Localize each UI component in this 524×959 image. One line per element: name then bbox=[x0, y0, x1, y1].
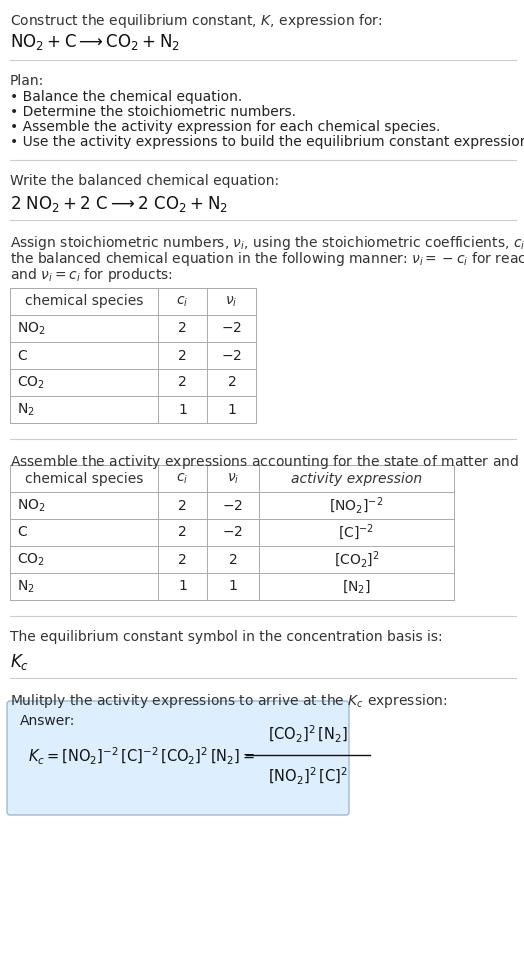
Text: Assemble the activity expressions accounting for the state of matter and $\nu_i$: Assemble the activity expressions accoun… bbox=[10, 453, 524, 471]
Text: $[\mathrm{NO_2}]^{-2}$: $[\mathrm{NO_2}]^{-2}$ bbox=[329, 495, 384, 516]
Text: 2: 2 bbox=[178, 321, 187, 336]
Text: $[\mathrm{CO_2}]^2\,[\mathrm{N_2}]$: $[\mathrm{CO_2}]^2\,[\mathrm{N_2}]$ bbox=[268, 724, 348, 745]
Text: Write the balanced chemical equation:: Write the balanced chemical equation: bbox=[10, 174, 279, 188]
Text: $[\mathrm{CO_2}]^{2}$: $[\mathrm{CO_2}]^{2}$ bbox=[334, 550, 379, 570]
Text: 1: 1 bbox=[178, 579, 187, 594]
Text: $\mathrm{2\ NO_2 + 2\ C \longrightarrow 2\ CO_2 + N_2}$: $\mathrm{2\ NO_2 + 2\ C \longrightarrow … bbox=[10, 194, 228, 214]
Text: 2: 2 bbox=[178, 348, 187, 363]
Text: $\mathrm{N_2}$: $\mathrm{N_2}$ bbox=[17, 578, 35, 595]
Text: • Use the activity expressions to build the equilibrium constant expression.: • Use the activity expressions to build … bbox=[10, 135, 524, 149]
Text: $2$: $2$ bbox=[227, 376, 236, 389]
Text: $\mathrm{CO_2}$: $\mathrm{CO_2}$ bbox=[17, 551, 45, 568]
Text: $\mathrm{CO_2}$: $\mathrm{CO_2}$ bbox=[17, 374, 45, 390]
Text: $-2$: $-2$ bbox=[223, 499, 244, 512]
Text: $\mathrm{NO_2 + C \longrightarrow CO_2 + N_2}$: $\mathrm{NO_2 + C \longrightarrow CO_2 +… bbox=[10, 32, 180, 52]
Text: $\mathrm{N_2}$: $\mathrm{N_2}$ bbox=[17, 401, 35, 418]
Text: 2: 2 bbox=[178, 552, 187, 567]
Text: • Determine the stoichiometric numbers.: • Determine the stoichiometric numbers. bbox=[10, 105, 296, 119]
Text: 2: 2 bbox=[178, 376, 187, 389]
Text: Construct the equilibrium constant, $K$, expression for:: Construct the equilibrium constant, $K$,… bbox=[10, 12, 383, 30]
Text: Mulitply the activity expressions to arrive at the $K_c$ expression:: Mulitply the activity expressions to arr… bbox=[10, 692, 447, 710]
Text: $-2$: $-2$ bbox=[221, 321, 242, 336]
Text: the balanced chemical equation in the following manner: $\nu_i = -c_i$ for react: the balanced chemical equation in the fo… bbox=[10, 250, 524, 268]
Text: 1: 1 bbox=[178, 403, 187, 416]
Text: $-2$: $-2$ bbox=[223, 526, 244, 540]
Text: $1$: $1$ bbox=[228, 579, 238, 594]
Text: $\nu_i$: $\nu_i$ bbox=[225, 294, 238, 309]
Text: $[\mathrm{N_2}]$: $[\mathrm{N_2}]$ bbox=[342, 578, 371, 595]
Text: and $\nu_i = c_i$ for products:: and $\nu_i = c_i$ for products: bbox=[10, 266, 173, 284]
Text: $K_c = [\mathrm{NO_2}]^{-2}\,[\mathrm{C}]^{-2}\,[\mathrm{CO_2}]^{2}\,[\mathrm{N_: $K_c = [\mathrm{NO_2}]^{-2}\,[\mathrm{C}… bbox=[28, 745, 255, 766]
Text: $-2$: $-2$ bbox=[221, 348, 242, 363]
Text: • Balance the chemical equation.: • Balance the chemical equation. bbox=[10, 90, 242, 104]
Text: $[\mathrm{NO_2}]^2\,[\mathrm{C}]^2$: $[\mathrm{NO_2}]^2\,[\mathrm{C}]^2$ bbox=[268, 766, 348, 787]
Text: chemical species: chemical species bbox=[25, 294, 143, 309]
Text: $[\mathrm{C}]^{-2}$: $[\mathrm{C}]^{-2}$ bbox=[339, 523, 375, 543]
Text: Assign stoichiometric numbers, $\nu_i$, using the stoichiometric coefficients, $: Assign stoichiometric numbers, $\nu_i$, … bbox=[10, 234, 524, 252]
Text: $\mathrm{NO_2}$: $\mathrm{NO_2}$ bbox=[17, 498, 46, 514]
Text: $\mathrm{C}$: $\mathrm{C}$ bbox=[17, 348, 28, 363]
FancyBboxPatch shape bbox=[7, 701, 349, 815]
Text: activity expression: activity expression bbox=[291, 472, 422, 485]
Text: Answer:: Answer: bbox=[20, 714, 75, 728]
Text: $c_i$: $c_i$ bbox=[177, 294, 189, 309]
Text: chemical species: chemical species bbox=[25, 472, 143, 485]
Text: $\mathrm{C}$: $\mathrm{C}$ bbox=[17, 526, 28, 540]
Text: The equilibrium constant symbol in the concentration basis is:: The equilibrium constant symbol in the c… bbox=[10, 630, 443, 644]
Text: • Assemble the activity expression for each chemical species.: • Assemble the activity expression for e… bbox=[10, 120, 440, 134]
Text: $\nu_i$: $\nu_i$ bbox=[227, 471, 239, 485]
Text: $K_c$: $K_c$ bbox=[10, 652, 29, 672]
Text: $2$: $2$ bbox=[228, 552, 238, 567]
Text: $c_i$: $c_i$ bbox=[177, 471, 189, 485]
Text: Plan:: Plan: bbox=[10, 74, 44, 88]
Text: 2: 2 bbox=[178, 499, 187, 512]
Text: $1$: $1$ bbox=[227, 403, 236, 416]
Text: 2: 2 bbox=[178, 526, 187, 540]
Text: $\mathrm{NO_2}$: $\mathrm{NO_2}$ bbox=[17, 320, 46, 337]
